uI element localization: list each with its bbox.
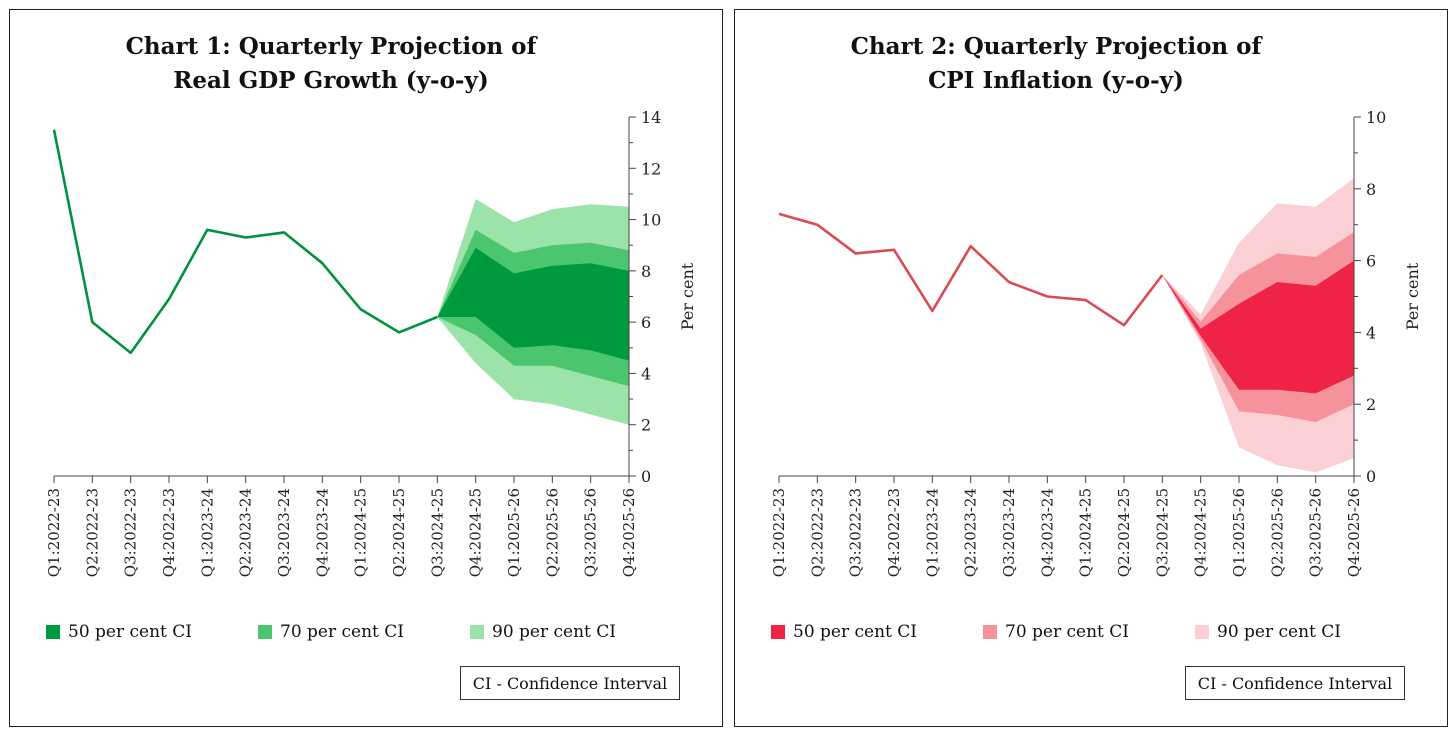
chart-2-x-tick-label: Q4:2025-26	[1345, 488, 1363, 577]
chart-2-legend-ci90-swatch	[1195, 625, 1209, 639]
chart-1-legend-ci50-swatch	[46, 625, 60, 639]
chart-2-panel: Chart 2: Quarterly Projection of CPI Inf…	[734, 9, 1448, 727]
chart-1-legend-ci50: 50 per cent CI	[46, 622, 192, 642]
chart-2-x-tick-label: Q3:2023-24	[1000, 488, 1018, 577]
chart-1-y-tick-label: 12	[641, 159, 661, 178]
chart-1-legend-ci90: 90 per cent CI	[470, 622, 616, 642]
chart-1-title-line-2: Real GDP Growth (y-o-y)	[173, 67, 489, 94]
chart-1-x-tick-label: Q4:2025-26	[620, 488, 638, 577]
chart-1-legend: 50 per cent CI 70 per cent CI 90 per cen…	[40, 622, 680, 646]
chart-1-x-tick-label: Q2:2025-26	[543, 488, 561, 577]
chart-2-fan-ci50	[1162, 260, 1354, 394]
chart-1-y-tick-label: 14	[641, 108, 661, 127]
chart-2-x-tick-label: Q3:2024-25	[1153, 488, 1171, 577]
chart-1-x-tick-label: Q1:2023-24	[198, 488, 216, 577]
chart-1-x-tick-label: Q1:2024-25	[352, 488, 370, 577]
chart-1-y-tick-label: 8	[641, 262, 651, 281]
chart-2-legend-ci70-label: 70 per cent CI	[1005, 622, 1129, 642]
chart-1-x-tick-label: Q2:2023-24	[237, 488, 255, 577]
chart-1-x-tick-label: Q4:2022-23	[160, 488, 178, 577]
chart-1-y-tick-label: 2	[641, 416, 651, 435]
chart-2-x-tick-label: Q3:2022-23	[847, 488, 865, 577]
chart-1-title: Chart 1: Quarterly Projection of Real GD…	[10, 30, 652, 98]
chart-2-x-tick-label: Q4:2022-23	[885, 488, 903, 577]
chart-2-legend-ci50: 50 per cent CI	[771, 622, 917, 642]
chart-2-x-tick-label: Q4:2023-24	[1038, 488, 1056, 577]
chart-1-x-tick-label: Q4:2023-24	[313, 488, 331, 577]
chart-1-y-tick-label: 10	[641, 211, 661, 230]
chart-2-legend-ci50-label: 50 per cent CI	[793, 622, 917, 642]
chart-1-title-line-1: Chart 1: Quarterly Projection of	[125, 33, 537, 60]
chart-1-x-tick-label: Q1:2022-23	[45, 488, 63, 577]
chart-2-x-tick-label: Q1:2022-23	[770, 488, 788, 577]
chart-1-note-box: CI - Confidence Interval	[460, 666, 680, 700]
chart-1-x-tick-label: Q3:2025-26	[582, 488, 600, 577]
chart-2-x-tick-label: Q1:2023-24	[923, 488, 941, 577]
chart-2-legend-ci90: 90 per cent CI	[1195, 622, 1341, 642]
chart-1-series-line	[52, 129, 438, 355]
chart-2-plot: 0 2 4 6 8 10 Per cent Q1:2022-23 Q2:2022-23 Q3:20…	[770, 108, 1422, 577]
chart-1-x-tick-label: Q2:2022-23	[83, 488, 101, 577]
chart-1-legend-ci50-label: 50 per cent CI	[68, 622, 192, 642]
chart-1-legend-ci70-swatch	[258, 625, 272, 639]
chart-2-x-tick-label: Q2:2023-24	[962, 488, 980, 577]
chart-2-title-line-2: CPI Inflation (y-o-y)	[928, 67, 1184, 94]
chart-1-y-tick-label: 4	[641, 364, 651, 383]
chart-2-y-tick-label: 6	[1366, 252, 1376, 271]
chart-2-x-tick-label: Q2:2024-25	[1115, 488, 1133, 577]
chart-1-x-tick-label: Q2:2024-25	[390, 488, 408, 577]
chart-2-legend: 50 per cent CI 70 per cent CI 90 per cen…	[765, 622, 1405, 646]
chart-2-x-tick-label: Q1:2025-26	[1230, 488, 1248, 577]
chart-2-y-tick-label: 8	[1366, 180, 1376, 199]
chart-2-y-axis-label: Per cent	[1403, 262, 1422, 330]
chart-2-series-line	[778, 212, 1164, 327]
chart-2-x-tick-label: Q3:2025-26	[1307, 488, 1325, 577]
chart-1-x-tick-label: Q4:2024-25	[467, 488, 485, 577]
chart-2-legend-ci90-label: 90 per cent CI	[1217, 622, 1341, 642]
chart-2-x-tick-label: Q2:2022-23	[808, 488, 826, 577]
chart-2-title: Chart 2: Quarterly Projection of CPI Inf…	[735, 30, 1377, 98]
chart-1-x-tick-label: Q3:2023-24	[275, 488, 293, 577]
chart-1-legend-ci90-label: 90 per cent CI	[492, 622, 616, 642]
chart-1-plot: 0 2 4 6 8 10 12 14 Per cent Q1:2022-23 Q2:2022-23 Q…	[45, 108, 697, 577]
chart-1-legend-ci70: 70 per cent CI	[258, 622, 404, 642]
chart-1-x-tick-label: Q3:2022-23	[122, 488, 140, 577]
chart-1-y-axis-label: Per cent	[678, 262, 697, 330]
chart-2-y-tick-label: 10	[1366, 108, 1386, 127]
chart-2-legend-ci50-swatch	[771, 625, 785, 639]
chart-2-y-tick-label: 4	[1366, 323, 1376, 342]
chart-2-note: CI - Confidence Interval	[1197, 673, 1393, 693]
chart-1-fan-ci50	[437, 247, 629, 361]
chart-1-x-tick-label: Q3:2024-25	[428, 488, 446, 577]
chart-1-x-tick-label: Q1:2025-26	[505, 488, 523, 577]
chart-1-note: CI - Confidence Interval	[472, 673, 668, 693]
chart-1-legend-ci70-label: 70 per cent CI	[280, 622, 404, 642]
chart-1-y-tick-label: 0	[641, 467, 651, 486]
chart-2-x-tick-label: Q1:2024-25	[1077, 488, 1095, 577]
chart-2-title-line-1: Chart 2: Quarterly Projection of	[850, 33, 1262, 60]
chart-2-x-tick-label: Q2:2025-26	[1268, 488, 1286, 577]
chart-2-legend-ci70-swatch	[983, 625, 997, 639]
chart-1-legend-ci90-swatch	[470, 625, 484, 639]
chart-2-x-tick-label: Q4:2024-25	[1192, 488, 1210, 577]
chart-2-legend-ci70: 70 per cent CI	[983, 622, 1129, 642]
chart-2-note-box: CI - Confidence Interval	[1185, 666, 1405, 700]
chart-1-panel: Chart 1: Quarterly Projection of Real GD…	[9, 9, 723, 727]
chart-1-y-tick-label: 6	[641, 313, 651, 332]
chart-2-y-tick-label: 2	[1366, 395, 1376, 414]
chart-2-y-tick-label: 0	[1366, 467, 1376, 486]
